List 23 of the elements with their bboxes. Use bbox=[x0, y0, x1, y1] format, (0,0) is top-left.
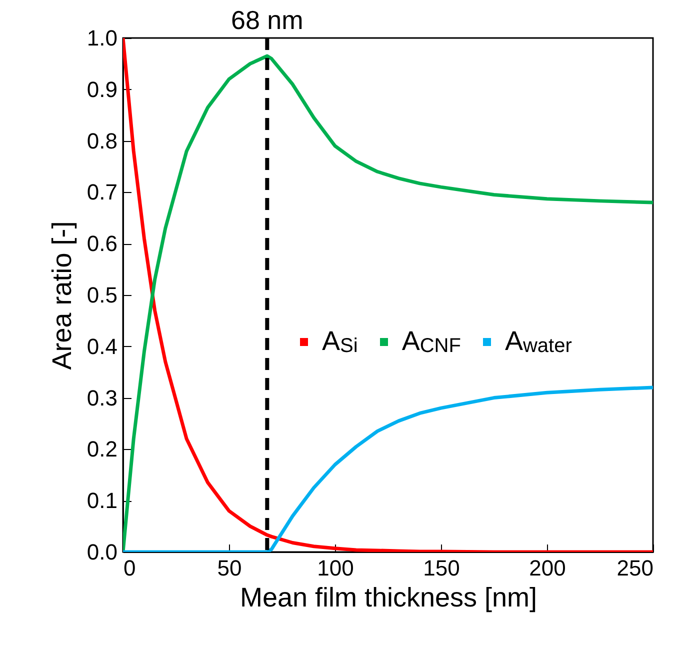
legend-label: A$_{CNF}$ bbox=[402, 326, 461, 357]
ref-line-label: 68 nm bbox=[231, 5, 304, 35]
y-tick-label: 0.6 bbox=[86, 231, 118, 256]
y-tick-label: 0.0 bbox=[86, 540, 118, 564]
y-tick-label: 0.1 bbox=[86, 488, 118, 514]
x-tick-label: 200 bbox=[529, 556, 566, 580]
y-tick-label: 0.9 bbox=[86, 76, 118, 102]
x-tick-label: 0 bbox=[124, 556, 136, 580]
x-tick-label: 50 bbox=[217, 556, 242, 580]
y-tick-label: 1.0 bbox=[86, 26, 118, 50]
x-tick-label: 150 bbox=[423, 556, 460, 580]
legend-label: A$_{Si}$ bbox=[322, 326, 358, 357]
x-axis-title: Mean film thickness [nm] bbox=[240, 582, 538, 612]
y-tick-label: 0.4 bbox=[86, 334, 118, 359]
y-tick-label: 0.2 bbox=[86, 436, 118, 462]
y-axis-title: Area ratio [-] bbox=[46, 221, 77, 370]
y-tick-label: 0.3 bbox=[86, 385, 118, 410]
x-tick-label: 250 bbox=[616, 556, 654, 580]
legend-label: A$_{water}$ bbox=[504, 326, 572, 357]
y-tick-label: 0.7 bbox=[86, 180, 118, 205]
y-tick-label: 0.8 bbox=[86, 128, 118, 154]
x-tick-label: 100 bbox=[317, 556, 354, 580]
y-tick-label: 0.5 bbox=[86, 282, 118, 308]
